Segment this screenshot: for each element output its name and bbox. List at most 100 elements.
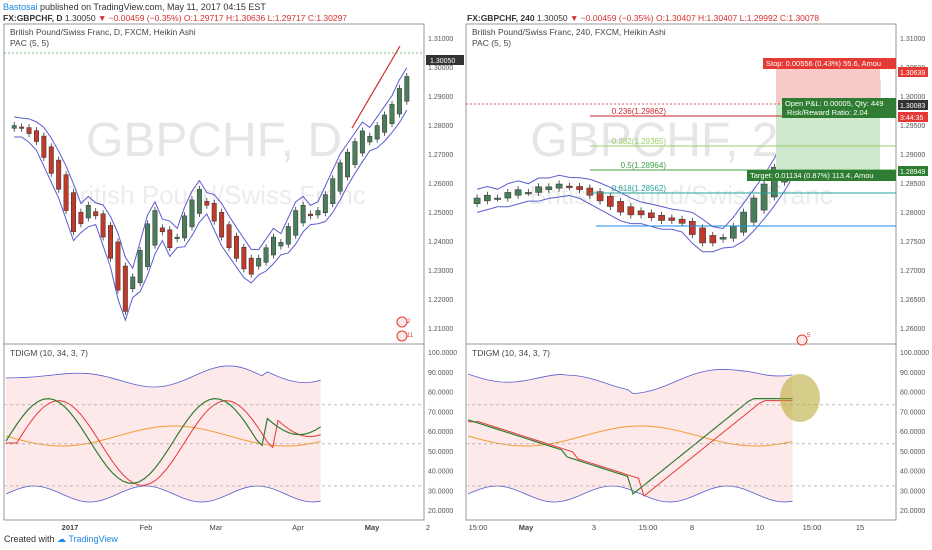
left-candle xyxy=(33,130,39,142)
left-candle xyxy=(263,247,269,263)
left-candle xyxy=(159,227,165,233)
right-price-tick: 1.29000 xyxy=(900,152,925,159)
left-osc-signal xyxy=(6,400,321,486)
right-candle xyxy=(596,191,604,202)
left-candle xyxy=(359,130,365,154)
right-candle xyxy=(730,225,737,239)
left-candle xyxy=(256,258,262,267)
right-high: H:1.30407 xyxy=(698,13,738,23)
left-candle xyxy=(130,276,136,289)
left-candle xyxy=(404,76,410,102)
right-candle xyxy=(709,235,717,244)
right-fib-label: 0.5(1.28964) xyxy=(621,161,667,170)
left-osc-tick: 50.0000 xyxy=(428,449,453,456)
tradingview-brand[interactable]: TradingView xyxy=(68,534,118,544)
left-candle xyxy=(226,224,232,248)
right-price-tick: 1.26500 xyxy=(900,297,925,304)
left-candle xyxy=(345,151,351,178)
left-osc-upper-band xyxy=(5,365,321,388)
left-candle xyxy=(352,141,358,165)
right-candle xyxy=(648,212,655,218)
left-change: ▼ −0.00459 (−0.35%) xyxy=(97,13,182,23)
left-price-tick: 1.23000 xyxy=(428,268,453,275)
right-osc-tick: 60.0000 xyxy=(900,429,925,436)
right-pac-label: PAC (5, 5) xyxy=(472,38,511,48)
left-trendline xyxy=(351,45,401,129)
right-time-tick: 8 xyxy=(690,523,694,532)
right-fib-label: 0.236(1.29862) xyxy=(612,107,667,116)
left-candle xyxy=(271,236,276,256)
left-last-price-text: 1.30050 xyxy=(430,58,455,65)
right-osc-band-fill xyxy=(468,369,793,502)
right-price-tick: 1.28500 xyxy=(900,181,925,188)
left-watermark-symbol: GBPCHF, D xyxy=(86,114,342,167)
right-candle xyxy=(545,186,553,190)
right-open: O:1.30407 xyxy=(655,13,696,23)
left-candle xyxy=(115,241,121,291)
right-chart-title: British Pound/Swiss Franc, 240, FXCM, He… xyxy=(472,27,666,37)
left-price-tick: 1.30000 xyxy=(428,65,453,72)
publisher-name[interactable]: Bastosai xyxy=(3,2,38,12)
left-price-tick: 1.22000 xyxy=(428,297,453,304)
right-price-tick: 1.27500 xyxy=(900,239,925,246)
left-osc-tick: 20.0000 xyxy=(428,508,453,515)
left-candle xyxy=(56,159,62,190)
right-candle xyxy=(566,185,573,188)
left-candle xyxy=(382,114,388,133)
right-price-tag-bg xyxy=(898,166,928,176)
right-candle xyxy=(771,166,778,198)
right-fib-label: 0.618(1.28562) xyxy=(612,184,667,193)
right-time-tick: 15 xyxy=(856,523,864,532)
right-candle xyxy=(699,227,706,244)
right-osc-line xyxy=(467,398,793,496)
right-candle xyxy=(668,217,676,221)
publish-line: Bastosai published on TradingView.com, M… xyxy=(3,2,266,12)
left-price-tick: 1.27000 xyxy=(428,152,453,159)
left-osc-mid xyxy=(5,425,321,447)
left-symbol[interactable]: FX:GBPCHF, D xyxy=(3,13,63,23)
footer: Created with ☁ TradingView xyxy=(4,534,118,545)
left-candle xyxy=(337,162,343,192)
left-ohlc-bar: FX:GBPCHF, D 1.30050 ▼ −0.00459 (−0.35%)… xyxy=(3,13,347,23)
left-candle xyxy=(78,211,84,225)
left-candle xyxy=(196,189,202,214)
right-price-tick: 1.29500 xyxy=(900,123,925,130)
left-osc-tick: 70.0000 xyxy=(428,409,453,416)
left-price-tick: 1.31000 xyxy=(428,36,453,43)
right-stop-label: Stop: 0.00556 (0.43%) 55.6, Amou xyxy=(766,59,881,68)
left-candle xyxy=(26,127,32,134)
right-candle xyxy=(484,194,491,202)
left-candle xyxy=(108,225,113,259)
left-time-tick: 2 xyxy=(426,523,430,532)
left-event-badge-count: 11 xyxy=(407,333,414,339)
left-candle xyxy=(19,126,25,129)
right-price-tag-bg xyxy=(898,100,928,110)
left-candle xyxy=(300,204,306,224)
right-osc-signal xyxy=(468,400,793,497)
right-event-badge-icon xyxy=(796,334,808,346)
right-price-tag-bg xyxy=(898,67,928,77)
right-candle xyxy=(525,192,532,195)
right-symbol[interactable]: FX:GBPCHF, 240 xyxy=(467,13,535,23)
right-candle xyxy=(719,237,727,240)
left-last-price-tag xyxy=(426,55,464,65)
left-osc-tick: 100.0000 xyxy=(428,350,457,357)
left-candle xyxy=(100,213,106,238)
left-osc-title: TDIGM (10, 34, 3, 7) xyxy=(10,348,88,358)
right-price-tag: 3:44:35 xyxy=(900,115,923,122)
right-osc-upper-band xyxy=(467,369,793,395)
right-osc-tick: 80.0000 xyxy=(900,390,925,397)
right-close: C:1.30078 xyxy=(779,13,820,23)
right-candle xyxy=(689,220,696,235)
left-candle xyxy=(322,194,328,214)
left-candle xyxy=(145,223,151,267)
left-price-tick: 1.25000 xyxy=(428,210,453,217)
right-time-tick: 15:00 xyxy=(639,523,658,532)
right-time-tick: 15:00 xyxy=(803,523,822,532)
left-candle xyxy=(11,125,17,129)
right-event-badge-count: 5 xyxy=(807,333,811,339)
left-candle xyxy=(278,242,284,247)
left-time-tick: Mar xyxy=(210,523,223,532)
right-rr-label: Risk/Reward Ratio: 2.04 xyxy=(787,108,868,117)
